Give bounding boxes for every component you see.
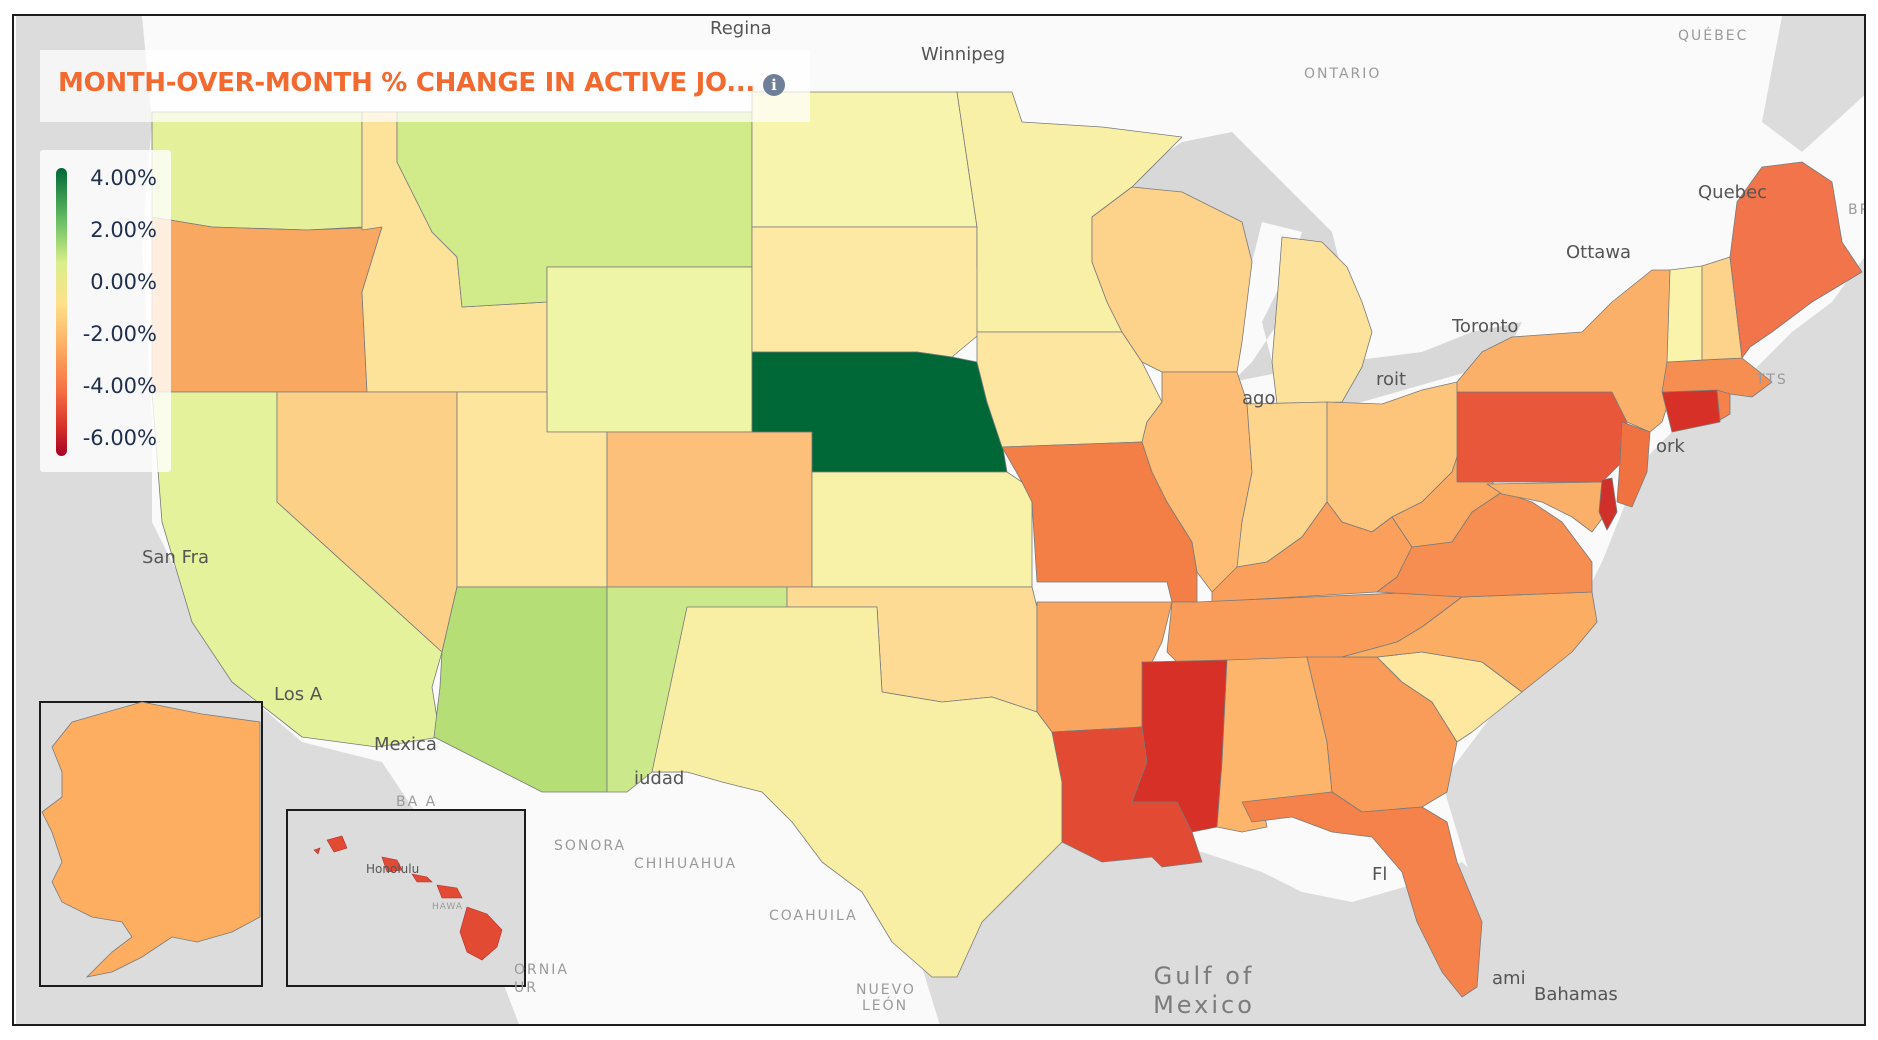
state-south-dakota[interactable] bbox=[751, 226, 983, 358]
state-wyoming[interactable] bbox=[546, 266, 753, 433]
label-brunswick: BRUN bbox=[1848, 202, 1864, 218]
label-ontario: ONTARIO bbox=[1304, 66, 1382, 82]
state-texas[interactable] bbox=[651, 606, 1063, 978]
label-hawaii: HAWA bbox=[432, 902, 463, 912]
hudson-bay-area bbox=[1762, 16, 1864, 152]
color-legend: 4.00% 2.00% 0.00% -2.00% -4.00% -6.00% bbox=[40, 150, 171, 472]
label-chicago: ago bbox=[1242, 388, 1276, 409]
label-gulf-line2: Mexico bbox=[1153, 991, 1255, 1019]
label-regina: Regina bbox=[710, 18, 772, 39]
label-gulf-line1: Gulf of bbox=[1153, 962, 1255, 990]
us-choropleth-map[interactable] bbox=[14, 16, 1866, 1026]
label-coahuila: COAHUILA bbox=[769, 908, 858, 924]
label-winnipeg: Winnipeg bbox=[921, 44, 1006, 65]
label-florida: Fl bbox=[1372, 864, 1388, 885]
label-nuevo-leon-line2: LEÓN bbox=[862, 998, 909, 1014]
state-oregon[interactable] bbox=[151, 216, 383, 393]
legend-label-neg6: -6.00% bbox=[82, 426, 157, 450]
label-honolulu: Honolulu bbox=[366, 862, 420, 876]
legend-label-neg4: -4.00% bbox=[82, 374, 157, 398]
state-north-carolina[interactable] bbox=[1341, 591, 1598, 693]
state-michigan[interactable] bbox=[1271, 236, 1373, 405]
state-colorado[interactable] bbox=[606, 431, 813, 588]
gulf-of-mexico bbox=[902, 832, 1586, 1024]
hawaii-inset-frame bbox=[286, 809, 526, 987]
state-maine[interactable] bbox=[1729, 161, 1863, 359]
label-sonora: SONORA bbox=[554, 838, 627, 854]
label-baja: BA A bbox=[396, 794, 438, 810]
label-massachusetts: TTS bbox=[1756, 372, 1788, 388]
map-frame[interactable]: Regina Winnipeg ONTARIO QUÉBEC Quebec Ot… bbox=[12, 14, 1866, 1026]
info-icon[interactable]: i bbox=[763, 74, 785, 96]
label-gulf-of-mexico: Gulf of Mexico bbox=[1114, 962, 1294, 1020]
title-card: MONTH-OVER-MONTH % CHANGE IN ACTIVE JO..… bbox=[40, 50, 810, 122]
label-bahamas: Bahamas bbox=[1534, 984, 1618, 1005]
state-florida[interactable] bbox=[1241, 791, 1483, 998]
label-ottawa: Ottawa bbox=[1566, 242, 1632, 263]
label-quebec-city: Quebec bbox=[1698, 182, 1768, 203]
legend-label-2: 2.00% bbox=[90, 218, 157, 242]
map-title: MONTH-OVER-MONTH % CHANGE IN ACTIVE JO..… bbox=[58, 68, 755, 98]
legend-label-4: 4.00% bbox=[90, 166, 157, 190]
state-kansas[interactable] bbox=[811, 471, 1033, 588]
state-alaska[interactable] bbox=[41, 701, 261, 978]
state-hawaii[interactable] bbox=[313, 835, 503, 961]
legend-label-0: 0.00% bbox=[90, 270, 157, 294]
label-chihuahua: CHIHUAHUA bbox=[634, 856, 738, 872]
state-pennsylvania[interactable] bbox=[1456, 391, 1628, 483]
label-toronto: Toronto bbox=[1452, 316, 1519, 337]
label-bcs: UR bbox=[514, 980, 538, 996]
label-quebec-province: QUÉBEC bbox=[1678, 28, 1749, 44]
label-los-angeles: Los A bbox=[274, 684, 323, 705]
label-mexicali: Mexica bbox=[374, 734, 437, 755]
state-massachusetts[interactable] bbox=[1661, 357, 1773, 398]
legend-color-bar bbox=[56, 168, 67, 456]
state-vermont[interactable] bbox=[1666, 265, 1703, 363]
label-san-francisco: San Fra bbox=[142, 547, 210, 568]
label-new-york: ork bbox=[1656, 436, 1685, 457]
label-nuevo-leon-line1: NUEVO bbox=[856, 982, 916, 998]
legend-label-neg2: -2.00% bbox=[82, 322, 157, 346]
state-delaware[interactable] bbox=[1598, 477, 1618, 531]
label-detroit: roit bbox=[1376, 369, 1407, 390]
label-california-mx: ORNIA bbox=[514, 962, 569, 978]
atlantic-ocean bbox=[1442, 257, 1864, 1024]
label-miami: ami bbox=[1492, 968, 1526, 989]
state-washington[interactable] bbox=[151, 111, 363, 231]
label-ciudad: iudad bbox=[634, 768, 685, 789]
